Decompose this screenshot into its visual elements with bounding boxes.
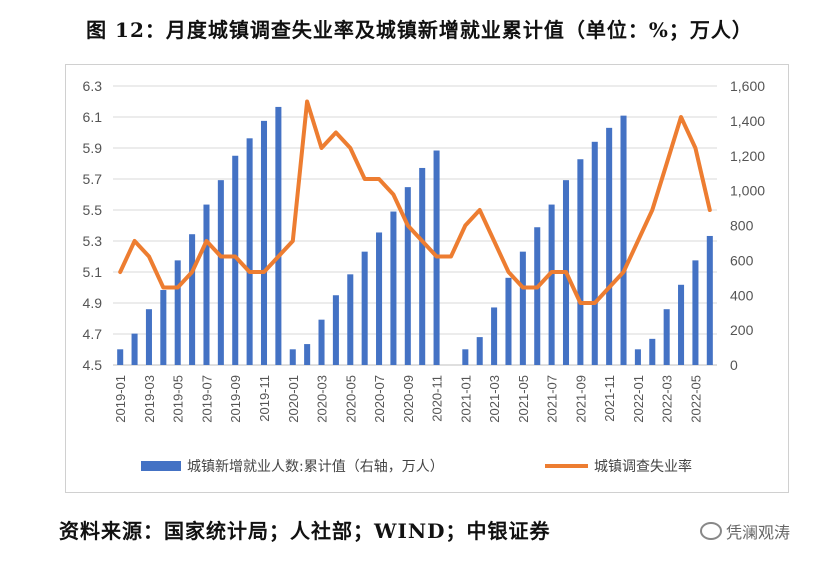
x-tick-label: 2020-01 <box>286 375 301 423</box>
bar <box>275 106 282 366</box>
x-tick-label: 2020-09 <box>401 375 416 423</box>
y-left-tick-label: 6.1 <box>83 109 103 125</box>
y-left-tick-label: 4.5 <box>83 357 103 373</box>
source-note: 资料来源：国家统计局；人社部；WIND；中银证券 <box>59 519 551 543</box>
bar <box>505 277 512 365</box>
x-tick-label: 2021-09 <box>573 375 588 423</box>
x-tick-label: 2020-05 <box>343 375 358 423</box>
y-right-tick-label: 0 <box>730 357 738 373</box>
bar <box>620 115 627 365</box>
bar <box>145 309 152 365</box>
bar <box>419 167 426 365</box>
bar <box>476 337 483 365</box>
bar <box>174 260 181 365</box>
x-tick-label: 2021-07 <box>545 375 560 423</box>
x-tick-label: 2022-05 <box>688 375 703 423</box>
bar <box>491 307 498 365</box>
bar <box>404 187 411 365</box>
bar <box>260 120 268 365</box>
watermark-text: 凭澜观涛 <box>726 523 791 542</box>
x-tick-label: 2020-11 <box>430 375 445 422</box>
x-tick-label: 2021-05 <box>516 375 531 423</box>
y-right-tick-label: 1,400 <box>730 113 765 129</box>
right-axis-ticks: 0 200 400 600 800 1,000 1,200 1,400 1,600 <box>730 78 765 373</box>
x-tick-label: 2020-03 <box>315 375 330 423</box>
bar <box>519 251 526 365</box>
x-tick-label: 2019-01 <box>113 375 128 423</box>
bar <box>376 232 383 365</box>
x-tick-label: 2019-09 <box>228 375 243 423</box>
chart-title: 图 12：月度城镇调查失业率及城镇新增就业累计值（单位：%；万人） <box>86 18 753 42</box>
bar <box>462 349 469 365</box>
bar <box>577 159 584 365</box>
y-left-tick-label: 5.5 <box>83 202 103 218</box>
bar <box>663 309 670 365</box>
bar <box>678 284 685 365</box>
bar <box>160 290 167 365</box>
bar <box>649 338 656 365</box>
watermark: 凭澜观涛 <box>700 519 790 543</box>
bar <box>217 180 224 365</box>
bar <box>390 211 397 365</box>
x-tick-label: 2020-07 <box>372 375 387 423</box>
bar <box>332 295 339 365</box>
x-tick-label: 2021-01 <box>458 375 473 423</box>
bar <box>361 251 368 365</box>
x-tick-label: 2021-03 <box>487 375 502 423</box>
bar <box>189 234 196 365</box>
y-right-tick-label: 400 <box>730 287 754 303</box>
legend-label-line: 城镇调查失业率 <box>594 458 692 475</box>
y-left-tick-label: 5.3 <box>83 233 103 249</box>
x-tick-label: 2019-03 <box>142 375 157 423</box>
bar <box>117 349 124 365</box>
bar <box>232 155 239 365</box>
x-axis-ticks: 2019-01 2019-03 2019-05 2019-07 2019-09 2019-… <box>113 375 703 423</box>
y-left-tick-label: 6.3 <box>83 78 103 94</box>
x-tick-label: 2019-07 <box>199 375 214 423</box>
bar <box>318 319 325 365</box>
x-tick-label: 2021-11 <box>602 375 617 422</box>
bar <box>347 274 354 365</box>
y-left-tick-label: 4.7 <box>83 326 103 342</box>
bar <box>131 333 138 365</box>
y-right-tick-label: 600 <box>730 252 754 268</box>
y-left-tick-label: 4.9 <box>83 295 103 311</box>
x-tick-label: 2019-11 <box>257 375 272 422</box>
line-unemployment-rate <box>118 99 712 305</box>
bar <box>706 235 713 365</box>
bar <box>289 349 296 365</box>
y-right-tick-label: 800 <box>730 218 754 234</box>
legend: 城镇新增就业人数:累计值（右轴，万人） 城镇调查失业率 <box>141 458 692 475</box>
y-right-tick-label: 1,200 <box>730 148 765 164</box>
chart-frame <box>65 64 789 493</box>
x-tick-label: 2022-03 <box>660 375 675 423</box>
y-right-tick-label: 1,000 <box>730 183 765 199</box>
bar <box>591 141 598 365</box>
bar <box>692 260 699 365</box>
bar <box>246 138 253 365</box>
x-tick-label: 2019-05 <box>171 375 186 423</box>
bar <box>534 227 541 365</box>
y-right-tick-label: 200 <box>730 322 754 338</box>
legend-swatch-bar <box>141 461 181 471</box>
y-left-tick-label: 5.1 <box>83 264 103 280</box>
left-axis-ticks: 4.5 4.7 4.9 5.1 5.3 5.5 5.7 5.9 6.1 6.3 <box>83 78 103 373</box>
bar <box>548 204 555 365</box>
bar <box>304 344 311 365</box>
bar <box>203 204 210 365</box>
y-left-tick-label: 5.9 <box>83 140 103 156</box>
wechat-icon <box>700 522 722 540</box>
line-series <box>118 99 712 305</box>
bar <box>634 349 641 365</box>
y-right-tick-label: 1,600 <box>730 78 765 94</box>
gridlines <box>113 85 717 366</box>
x-tick-label: 2022-01 <box>631 375 646 423</box>
bar <box>606 127 613 365</box>
legend-label-bar: 城镇新增就业人数:累计值（右轴，万人） <box>187 459 444 475</box>
y-left-tick-label: 5.7 <box>83 171 103 187</box>
